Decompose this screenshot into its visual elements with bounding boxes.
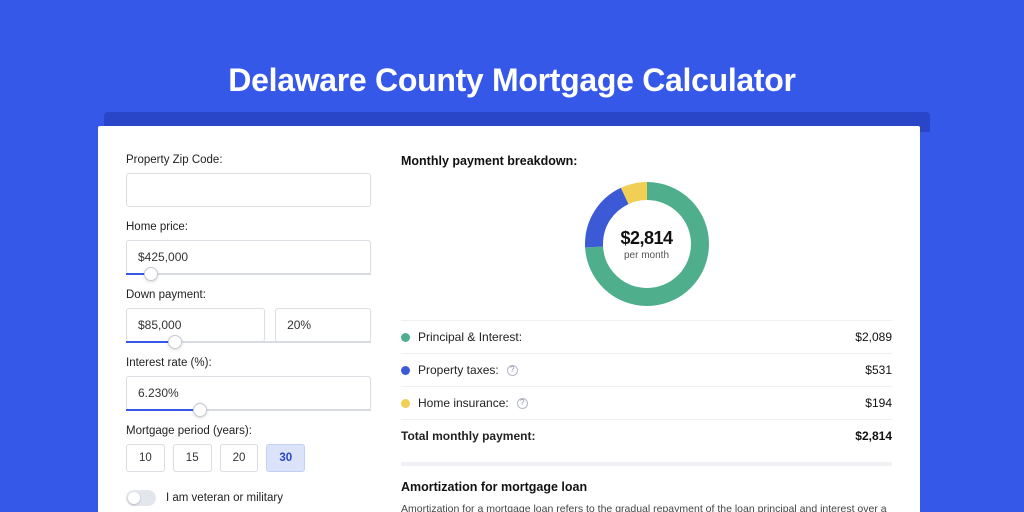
home-price-group: Home price:: [126, 221, 371, 275]
breakdown-label: Principal & Interest:: [418, 330, 522, 344]
period-option-15[interactable]: 15: [173, 444, 212, 472]
mortgage-period-options: 10 15 2030: [126, 444, 371, 472]
mortgage-period-group: Mortgage period (years): 10 15 2030: [126, 425, 371, 472]
amortization-text: Amortization for a mortgage loan refers …: [401, 502, 892, 512]
donut-chart-wrap: $2,814 per month: [401, 178, 892, 320]
donut-center: $2,814 per month: [585, 182, 709, 306]
period-option-30[interactable]: 30: [266, 444, 305, 472]
legend-dot: [401, 366, 410, 375]
breakdown-title: Monthly payment breakdown:: [401, 154, 892, 168]
total-label: Total monthly payment:: [401, 429, 535, 443]
legend-dot: [401, 399, 410, 408]
interest-rate-group: Interest rate (%):: [126, 357, 371, 411]
breakdown-label: Home insurance:: [418, 396, 509, 410]
breakdown-value: $194: [865, 396, 892, 410]
home-price-input[interactable]: [126, 240, 371, 274]
page-title: Delaware County Mortgage Calculator: [0, 0, 1024, 99]
amortization-section: Amortization for mortgage loan Amortizat…: [401, 462, 892, 512]
down-payment-pct-input[interactable]: [275, 308, 371, 342]
home-price-slider[interactable]: [126, 273, 371, 275]
breakdown-rows: Principal & Interest: $2,089 Property taxe…: [401, 320, 892, 419]
down-payment-slider[interactable]: [126, 341, 371, 343]
total-value: $2,814: [855, 429, 892, 443]
breakdown-row: Principal & Interest: $2,089: [401, 320, 892, 353]
legend-dot: [401, 333, 410, 342]
mortgage-period-label: Mortgage period (years):: [126, 425, 371, 437]
interest-rate-label: Interest rate (%):: [126, 357, 371, 369]
veteran-toggle[interactable]: [126, 490, 156, 506]
breakdown-label: Property taxes:: [418, 363, 499, 377]
interest-rate-slider[interactable]: [126, 409, 371, 411]
breakdown-column: Monthly payment breakdown: $2,814 per mo…: [401, 154, 892, 512]
amortization-title: Amortization for mortgage loan: [401, 480, 892, 494]
zip-input[interactable]: [126, 173, 371, 207]
slider-thumb[interactable]: [193, 403, 207, 417]
help-icon[interactable]: ?: [517, 398, 528, 409]
period-option-10[interactable]: 10: [126, 444, 165, 472]
page-background: Delaware County Mortgage Calculator Prop…: [0, 0, 1024, 512]
home-price-label: Home price:: [126, 221, 371, 233]
zip-label: Property Zip Code:: [126, 154, 371, 166]
down-payment-label: Down payment:: [126, 289, 371, 301]
breakdown-value: $2,089: [855, 330, 892, 344]
down-payment-group: Down payment:: [126, 289, 371, 343]
zip-group: Property Zip Code:: [126, 154, 371, 207]
form-column: Property Zip Code: Home price: Down paym…: [126, 154, 371, 512]
period-option-20[interactable]: 20: [220, 444, 259, 472]
help-icon[interactable]: ?: [507, 365, 518, 376]
slider-thumb[interactable]: [144, 267, 158, 281]
interest-rate-input[interactable]: [126, 376, 371, 410]
breakdown-value: $531: [865, 363, 892, 377]
breakdown-row: Property taxes:? $531: [401, 353, 892, 386]
veteran-row: I am veteran or military: [126, 490, 371, 506]
breakdown-row: Home insurance:? $194: [401, 386, 892, 419]
breakdown-total-row: Total monthly payment: $2,814: [401, 419, 892, 452]
down-payment-amount-input[interactable]: [126, 308, 265, 342]
donut-chart: $2,814 per month: [585, 182, 709, 306]
donut-subtitle: per month: [624, 250, 669, 261]
calculator-card: Property Zip Code: Home price: Down paym…: [98, 126, 920, 512]
slider-thumb[interactable]: [168, 335, 182, 349]
donut-value: $2,814: [620, 228, 672, 249]
veteran-label: I am veteran or military: [166, 492, 283, 504]
